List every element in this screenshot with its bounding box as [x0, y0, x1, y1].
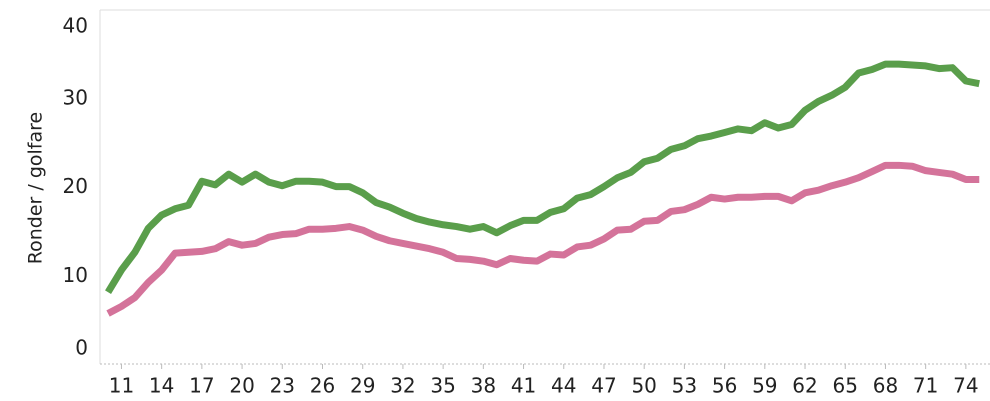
x-tick-label: 65	[833, 374, 858, 398]
x-tick-label: 68	[873, 374, 898, 398]
y-axis-label: Ronder / golfare	[25, 112, 47, 264]
y-tick-label: 30	[63, 85, 88, 109]
x-tick-label: 56	[712, 374, 737, 398]
x-tick-label: 29	[350, 374, 375, 398]
x-tick-label: 32	[390, 374, 415, 398]
x-tick-label: 35	[430, 374, 455, 398]
x-tick-label: 20	[229, 374, 254, 398]
series-line	[106, 161, 980, 317]
x-tick-label: 50	[631, 374, 656, 398]
x-tick-label: 26	[310, 374, 335, 398]
x-tick-label: 47	[591, 374, 616, 398]
x-tick-label: 23	[270, 374, 295, 398]
x-tick-label: 62	[792, 374, 817, 398]
series-line	[105, 60, 980, 295]
x-tick-label: 44	[551, 374, 576, 398]
x-tick-label: 41	[511, 374, 536, 398]
x-tick-label: 38	[471, 374, 496, 398]
y-tick-label: 20	[63, 174, 88, 198]
x-tick-label: 11	[109, 374, 134, 398]
x-tick-label: 17	[189, 374, 214, 398]
y-tick-label: 10	[63, 263, 88, 287]
x-tick-label: 71	[913, 374, 938, 398]
x-tick-label: 53	[672, 374, 697, 398]
x-tick-label: 14	[149, 374, 174, 398]
x-tick-label: 59	[752, 374, 777, 398]
y-tick-label: 0	[75, 336, 88, 360]
x-tick-label: 74	[953, 374, 978, 398]
y-tick-label: 40	[63, 14, 88, 38]
